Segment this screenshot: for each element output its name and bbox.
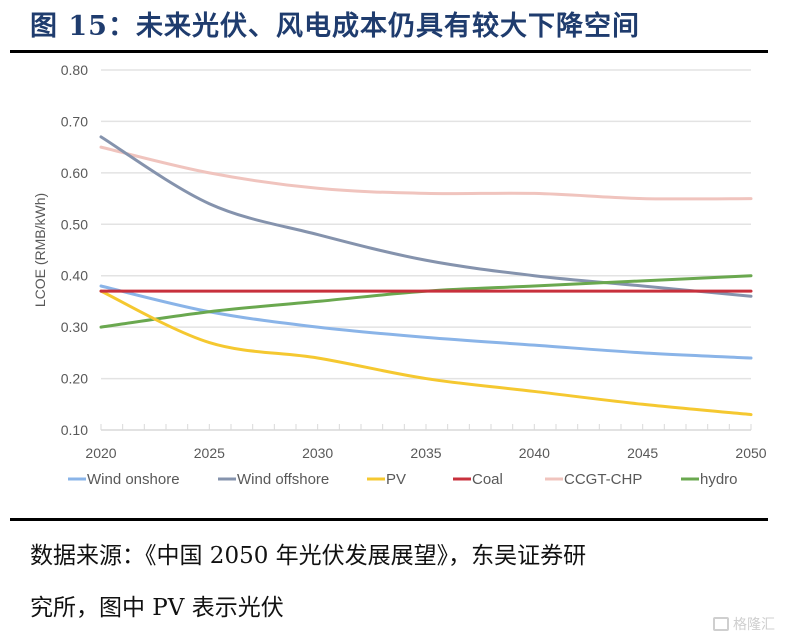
- legend-item-hydro: hydro: [681, 471, 738, 488]
- x-tick-label: 2035: [410, 445, 441, 461]
- y-tick-label: 0.30: [61, 319, 88, 335]
- y-tick-label: 0.40: [61, 268, 88, 284]
- y-tick-label: 0.60: [61, 165, 88, 181]
- series-line-ccgt-chp: [99, 145, 753, 201]
- x-tick-label: 2050: [735, 445, 766, 461]
- x-tick-label: 2020: [85, 445, 116, 461]
- source-line-1: 数据来源：《中国 2050 年光伏发展展望》，东吴证券研: [30, 543, 587, 569]
- source-note: 数据来源：《中国 2050 年光伏发展展望》，东吴证券研 究所，图中 PV 表示…: [30, 530, 770, 634]
- series-line-wind-offshore: [99, 135, 753, 298]
- legend-item-wind-onshore: Wind onshore: [68, 471, 180, 488]
- legend-label: Wind offshore: [237, 471, 329, 488]
- watermark-logo-icon: [713, 617, 729, 631]
- y-tick-label: 0.80: [61, 62, 88, 78]
- series-lines: [99, 135, 753, 417]
- y-tick-label: 0.70: [61, 113, 88, 129]
- gridlines: [101, 69, 751, 380]
- legend-label: hydro: [700, 471, 738, 488]
- source-line-2: 究所，图中 PV 表示光伏: [30, 595, 284, 621]
- series-line-hydro: [99, 274, 753, 329]
- watermark-text: 格隆汇: [733, 617, 775, 633]
- bottom-divider: [10, 518, 768, 521]
- legend-item-coal: Coal: [453, 471, 503, 488]
- series-line-wind-onshore: [99, 284, 753, 360]
- lcoe-line-chart: 0.100.200.300.400.500.600.700.80 2020 202…: [32, 62, 767, 488]
- x-tick-label: 2030: [302, 445, 333, 461]
- watermark: 格隆汇: [713, 614, 775, 634]
- y-tick-label: 0.50: [61, 216, 88, 232]
- series-line-pv: [99, 289, 753, 417]
- legend-label: CCGT-CHP: [564, 471, 642, 488]
- legend: Wind onshore Wind offshore PV Coal CCGT-CHP h…: [68, 471, 738, 488]
- x-axis-ticks: 2020 2025 2030 2035 2040 2045 2050: [85, 445, 766, 461]
- figure-title: 图 15：未来光伏、风电成本仍具有较大下降空间: [30, 11, 640, 42]
- x-axis: [100, 424, 752, 431]
- x-tick-label: 2025: [194, 445, 225, 461]
- legend-item-wind-offshore: Wind offshore: [218, 471, 329, 488]
- y-tick-label: 0.20: [61, 371, 88, 387]
- top-divider: [10, 50, 768, 53]
- legend-label: Wind onshore: [87, 471, 180, 488]
- legend-label: Coal: [472, 471, 503, 488]
- legend-label: PV: [386, 471, 406, 488]
- legend-item-ccgt-chp: CCGT-CHP: [545, 471, 642, 488]
- y-tick-label: 0.10: [61, 422, 88, 438]
- x-tick-label: 2040: [519, 445, 550, 461]
- legend-item-pv: PV: [367, 471, 406, 488]
- y-axis-ticks: 0.10 0.20 0.30 0.40 0.50 0.60 0.70 0.80: [61, 62, 88, 438]
- y-axis-title: LCOE (RMB/kWh): [32, 193, 48, 307]
- x-tick-label: 2045: [627, 445, 658, 461]
